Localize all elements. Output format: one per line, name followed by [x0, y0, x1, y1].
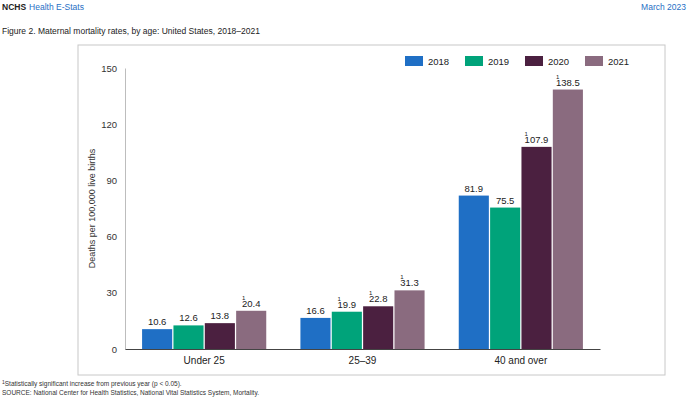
bar [394, 290, 424, 349]
legend-swatch [585, 56, 603, 66]
data-labels: 10.616.681.912.619.9175.513.822.81107.91… [148, 74, 580, 328]
legend-label: 2019 [488, 56, 509, 67]
x-axis-line [126, 349, 601, 350]
x-tick-label: 40 and over [494, 355, 547, 366]
data-label: 16.6 [306, 305, 325, 316]
y-tick-label: 30 [106, 287, 117, 298]
bars [142, 90, 583, 349]
data-label: 81.9 [465, 183, 484, 194]
frame [78, 45, 665, 375]
footnote-mark: 1 [338, 296, 342, 302]
x-tick: 25–39 [349, 349, 377, 366]
footnote-mark: 1 [369, 290, 373, 296]
legend-label: 2020 [548, 56, 569, 67]
y-axis-title: Deaths per 100,000 live births [87, 148, 97, 268]
footnote-text: Statistically significant increase from … [5, 380, 182, 388]
y-tick: 0 [112, 344, 125, 355]
footnote: 1Statistically significant increase from… [2, 379, 182, 388]
y-tick: 60 [106, 231, 125, 242]
bar [521, 147, 551, 349]
legend-swatch [465, 56, 483, 66]
y-tick: 120 [101, 119, 125, 130]
bar [459, 196, 489, 349]
title: Figure 2. Maternal mortality rates, by a… [2, 26, 260, 36]
data-label: 107.9 [525, 134, 549, 145]
y-axis-line [125, 69, 126, 350]
x-tick-label: 25–39 [349, 355, 377, 366]
bar [332, 312, 362, 349]
data-label: 13.8 [211, 310, 230, 321]
legend-swatch [525, 56, 543, 66]
data-label: 10.6 [148, 316, 167, 327]
header: NCHSHealth E-Stats [2, 2, 84, 12]
bar [142, 329, 172, 349]
bar [490, 208, 520, 349]
y-tick: 150 [101, 63, 125, 74]
x-tick-label: Under 25 [184, 355, 226, 366]
footnote-mark: 1 [400, 274, 404, 280]
bar [553, 90, 583, 349]
x-tick: Under 25 [184, 349, 226, 366]
bar [236, 311, 266, 349]
data-label: 12.6 [179, 312, 198, 323]
footnote-mark: 1 [525, 131, 529, 137]
x-axis: Under 25 25–39 40 and over [126, 349, 601, 366]
footnote-mark: 1 [556, 74, 560, 80]
y-axis: 0 30 60 90 120 150 [101, 63, 125, 355]
y-tick-label: 60 [106, 231, 117, 242]
legend-label: 2018 [428, 56, 449, 67]
chart: NCHSHealth E-Stats March 2023 Figure 2. Ma… [0, 0, 690, 400]
y-tick-label: 90 [106, 175, 117, 186]
bar [363, 306, 393, 349]
y-tick-label: 120 [101, 119, 117, 130]
data-label: 75.5 [496, 195, 515, 206]
legend-swatch [405, 56, 423, 66]
bar [205, 323, 235, 349]
legend: 2018 2019 2020 2021 [405, 56, 629, 67]
source: SOURCE: National Center for Health Stati… [2, 389, 259, 397]
y-tick: 30 [106, 287, 125, 298]
date: March 2023 [641, 2, 686, 12]
data-label: 138.5 [556, 77, 580, 88]
publisher: NCHS [2, 2, 26, 12]
legend-label: 2021 [608, 56, 629, 67]
series-name: Health E-Stats [29, 2, 84, 12]
bar [300, 318, 330, 349]
y-tick-label: 150 [101, 63, 117, 74]
bar [173, 325, 203, 349]
x-tick: 40 and over [494, 349, 547, 366]
y-tick-label: 0 [112, 344, 117, 355]
footnote-mark: 1 [242, 295, 246, 301]
y-tick: 90 [106, 175, 125, 186]
